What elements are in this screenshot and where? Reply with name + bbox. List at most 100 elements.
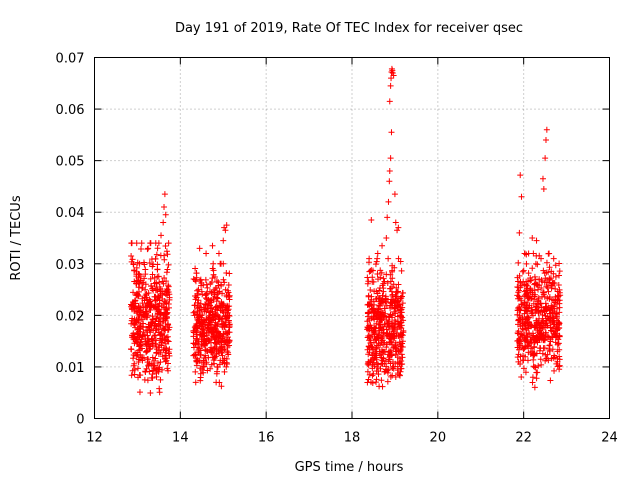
data-point <box>163 349 170 356</box>
data-point <box>158 302 165 309</box>
data-point <box>516 272 523 279</box>
data-point <box>515 351 522 358</box>
data-point <box>549 309 556 316</box>
data-point <box>216 316 223 323</box>
data-point <box>530 352 537 359</box>
data-point <box>197 276 204 283</box>
data-point <box>369 278 376 285</box>
data-point <box>163 354 170 361</box>
data-point <box>368 324 375 331</box>
data-point <box>529 265 536 272</box>
data-point <box>535 308 542 315</box>
data-point <box>543 259 550 266</box>
data-point <box>222 305 229 312</box>
data-point <box>212 339 219 346</box>
data-point <box>515 259 522 266</box>
data-point <box>520 365 527 372</box>
data-point <box>144 246 151 253</box>
data-point <box>368 315 375 322</box>
data-point <box>153 251 160 258</box>
data-point <box>196 307 203 314</box>
data-point <box>214 320 221 327</box>
data-point <box>387 285 394 292</box>
data-point <box>392 299 399 306</box>
data-point <box>137 372 144 379</box>
data-point <box>152 255 159 262</box>
data-point <box>391 191 398 198</box>
data-point <box>205 319 212 326</box>
data-point <box>161 345 168 352</box>
data-point <box>196 320 203 327</box>
data-point <box>370 329 377 336</box>
data-point <box>132 336 139 343</box>
data-point <box>136 326 143 333</box>
data-point <box>516 317 523 324</box>
data-point <box>540 324 547 331</box>
data-point <box>547 377 554 384</box>
data-point <box>202 352 209 359</box>
data-point <box>210 260 217 267</box>
data-point <box>375 334 382 341</box>
data-point <box>375 371 382 378</box>
data-point <box>152 301 159 308</box>
data-point <box>225 329 232 336</box>
data-point <box>392 339 399 346</box>
data-point <box>551 331 558 338</box>
data-point <box>204 305 211 312</box>
data-point <box>376 383 383 390</box>
data-point <box>198 341 205 348</box>
data-point <box>398 309 405 316</box>
data-point <box>395 224 402 231</box>
data-point <box>364 313 371 320</box>
data-point <box>127 301 134 308</box>
data-point <box>396 348 403 355</box>
data-point <box>368 296 375 303</box>
data-point <box>519 325 526 332</box>
data-point <box>144 302 151 309</box>
data-point <box>223 306 230 313</box>
y-tick-label: 0 <box>76 413 84 428</box>
x-tick-label: 14 <box>172 431 189 446</box>
data-point <box>517 331 524 338</box>
data-point <box>159 324 166 331</box>
data-point <box>531 343 538 350</box>
data-point <box>530 356 537 363</box>
data-point <box>373 376 380 383</box>
data-point <box>525 250 532 257</box>
data-point <box>128 305 135 312</box>
data-point <box>543 126 550 133</box>
data-point <box>366 371 373 378</box>
data-point <box>153 343 160 350</box>
data-point <box>387 278 394 285</box>
data-point <box>223 337 230 344</box>
data-point <box>147 307 154 314</box>
data-point <box>193 270 200 277</box>
data-point <box>380 355 387 362</box>
data-point <box>373 288 380 295</box>
data-point <box>517 279 524 286</box>
data-point <box>389 364 396 371</box>
data-point <box>516 303 523 310</box>
data-point <box>210 328 217 335</box>
data-point <box>529 374 536 381</box>
data-point <box>520 345 527 352</box>
data-point <box>210 271 217 278</box>
data-point <box>383 331 390 338</box>
data-point <box>215 250 222 257</box>
data-point <box>368 267 375 274</box>
data-point <box>555 282 562 288</box>
data-point <box>372 295 379 302</box>
data-point <box>205 296 212 303</box>
data-point <box>542 312 549 319</box>
data-point <box>536 344 543 351</box>
data-point <box>195 286 202 293</box>
data-point <box>137 307 144 314</box>
data-point <box>534 369 541 376</box>
data-point <box>223 222 230 229</box>
x-tick-label: 24 <box>601 431 618 446</box>
data-point <box>192 278 199 285</box>
data-point <box>534 335 541 342</box>
data-point <box>539 293 546 300</box>
data-point <box>196 345 203 352</box>
data-point <box>380 288 387 295</box>
